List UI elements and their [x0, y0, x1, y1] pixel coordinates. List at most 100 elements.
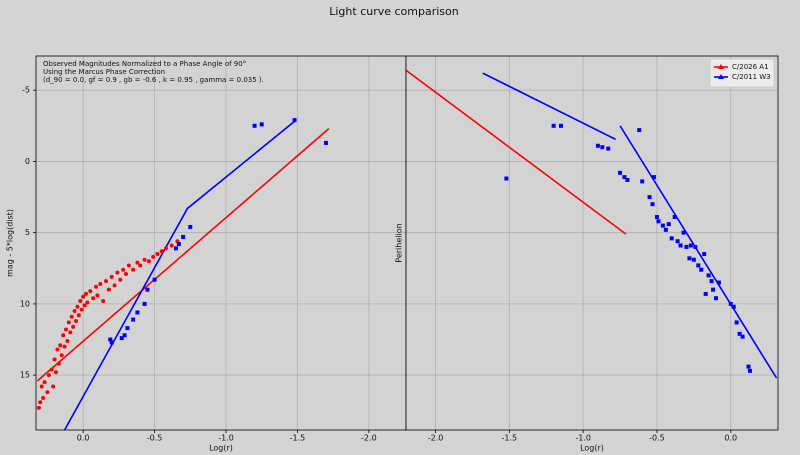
legend-marker: [718, 64, 724, 69]
point: [716, 280, 721, 285]
point: [41, 395, 46, 400]
point: [55, 347, 60, 352]
point: [74, 319, 78, 324]
point: [131, 267, 136, 272]
point: [640, 179, 645, 184]
point: [36, 405, 41, 410]
point: [734, 320, 739, 325]
axes-background: [36, 56, 406, 430]
legend-label: C/2011 W3: [732, 73, 771, 81]
point: [622, 175, 627, 180]
point: [693, 244, 698, 249]
point: [125, 326, 130, 331]
axes-background: [406, 56, 778, 430]
point: [731, 304, 736, 309]
point: [656, 219, 661, 224]
point: [72, 309, 77, 314]
point: [135, 260, 140, 265]
point: [702, 252, 707, 257]
y-tick-label: 0: [25, 157, 30, 166]
point: [121, 267, 126, 272]
point: [699, 267, 704, 272]
point: [678, 243, 683, 248]
point: [69, 314, 74, 319]
point: [292, 118, 297, 123]
x-axis-label: Log(r): [209, 444, 233, 453]
point: [606, 146, 611, 151]
point: [68, 330, 73, 335]
fit-line: [36, 128, 330, 382]
point: [39, 384, 44, 389]
point: [108, 337, 113, 342]
point: [85, 300, 90, 305]
point: [660, 223, 665, 228]
y-tick-label: 10: [20, 299, 30, 308]
point: [84, 291, 88, 296]
point: [88, 289, 93, 294]
legend-label: C/2026 A1: [732, 63, 769, 71]
point: [75, 304, 80, 309]
point: [54, 370, 58, 375]
point: [112, 283, 117, 288]
point: [94, 284, 98, 289]
y-tick-label: -5: [22, 86, 30, 95]
point: [703, 291, 708, 296]
point: [595, 143, 600, 148]
point: [747, 368, 752, 373]
x-tick-label: -1.0: [575, 434, 591, 443]
point: [706, 273, 711, 278]
point: [152, 277, 157, 282]
y-axis-label: mag - 5*log(dist): [6, 209, 15, 277]
x-tick-label: 0.0: [724, 434, 737, 443]
point: [91, 296, 96, 301]
point: [76, 313, 81, 318]
point: [58, 343, 63, 348]
point: [551, 123, 556, 128]
point: [126, 263, 131, 268]
point: [559, 123, 563, 128]
point: [711, 287, 716, 292]
point: [181, 234, 186, 239]
fit-line: [63, 119, 297, 431]
point: [652, 175, 656, 180]
point: [101, 299, 106, 304]
point: [56, 361, 61, 366]
point: [142, 257, 147, 262]
point: [654, 214, 659, 219]
point: [38, 400, 43, 405]
y-tick-label: 5: [25, 228, 30, 237]
legend-box: [709, 58, 775, 88]
figure-title: Light curve comparison: [329, 5, 459, 18]
point: [650, 202, 655, 207]
x-tick-label: -2.0: [361, 434, 377, 443]
point: [81, 294, 86, 299]
point: [59, 353, 64, 358]
annotation: Observed Magnitudes Normalized to a Phas…: [43, 60, 246, 68]
point: [164, 246, 168, 251]
point: [600, 145, 605, 150]
point: [46, 373, 51, 378]
point: [106, 287, 111, 292]
point: [135, 310, 140, 315]
point: [42, 380, 47, 385]
point: [66, 320, 71, 325]
point: [151, 254, 156, 259]
point: [663, 227, 668, 232]
y-tick-label: 15: [20, 371, 30, 380]
point: [675, 239, 680, 244]
point: [71, 324, 76, 329]
legend-marker: [718, 74, 724, 79]
point: [259, 122, 264, 127]
x-tick-label: -2.0: [428, 434, 444, 443]
y-axis-label: Perihelion: [395, 223, 404, 262]
x-tick-label: -1.0: [218, 434, 234, 443]
point: [681, 230, 686, 235]
point: [647, 195, 652, 200]
point: [252, 123, 257, 128]
point: [104, 279, 108, 284]
x-tick-label: -0.5: [649, 434, 665, 443]
point: [65, 338, 70, 343]
point: [625, 177, 630, 182]
x-tick-label: -1.5: [290, 434, 306, 443]
fit-line: [482, 72, 616, 141]
